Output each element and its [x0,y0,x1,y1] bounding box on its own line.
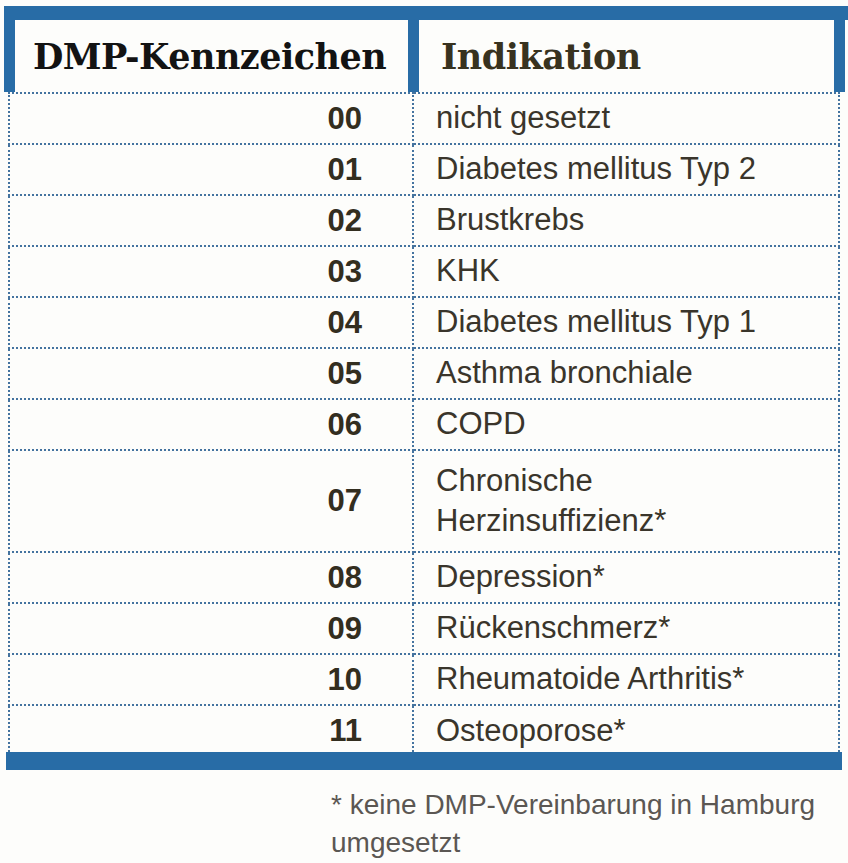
indication-cell: Rheumatoide Arthritis* [413,654,839,705]
header-left-rule [4,20,15,92]
table-row: 02 Brustkrebs [9,195,839,246]
dmp-code-cell: 07 [9,450,413,552]
table-row: 08 Depression* [9,552,839,603]
table-row: 05 Asthma bronchiale [9,348,839,399]
dmp-code-cell: 11 [9,705,413,756]
table-row: 00 nicht gesetzt [9,93,839,144]
table-row: 09 Rückenschmerz* [9,603,839,654]
dmp-code-cell: 05 [9,348,413,399]
table-row: 06 COPD [9,399,839,450]
dmp-code-table-page: DMP-Kennzeichen Indikation 00 nicht gese… [0,0,848,863]
dmp-code-cell: 10 [9,654,413,705]
column-header-dmp-kennzeichen: DMP-Kennzeichen [15,20,408,92]
dmp-code-cell: 08 [9,552,413,603]
table-row: 04 Diabetes mellitus Typ 1 [9,297,839,348]
indication-cell: Chronische Herzinsuffizienz* [413,450,839,552]
table-body: 00 nicht gesetzt 01 Diabetes mellitus Ty… [9,93,839,756]
dmp-code-cell: 02 [9,195,413,246]
dmp-code-cell: 09 [9,603,413,654]
indication-cell: nicht gesetzt [413,93,839,144]
indication-cell: Depression* [413,552,839,603]
table-row: 03 KHK [9,246,839,297]
column-header-indikation: Indikation [419,20,834,92]
indication-cell: KHK [413,246,839,297]
dmp-code-cell: 03 [9,246,413,297]
indication-cell: Rückenschmerz* [413,603,839,654]
dmp-code-cell: 06 [9,399,413,450]
dmp-code-cell: 01 [9,144,413,195]
indication-cell: Osteoporose* [413,705,839,756]
table-row: 10 Rheumatoide Arthritis* [9,654,839,705]
indication-cell: COPD [413,399,839,450]
indication-cell: Asthma bronchiale [413,348,839,399]
table-row: 07 Chronische Herzinsuffizienz* [9,450,839,552]
table-row: 11 Osteoporose* [9,705,839,756]
indication-cell: Diabetes mellitus Typ 2 [413,144,839,195]
header-column-divider-rule [408,20,419,92]
dmp-code-cell: 04 [9,297,413,348]
dmp-code-cell: 00 [9,93,413,144]
indication-cell: Diabetes mellitus Typ 1 [413,297,839,348]
asterisk-footnote: * keine DMP-Vereinbarung in Hamburg umge… [331,786,837,862]
table-header-row: DMP-Kennzeichen Indikation [4,20,845,92]
indication-cell: Brustkrebs [413,195,839,246]
top-rule [4,6,848,20]
header-right-rule [834,20,845,92]
bottom-rule [6,752,842,770]
table-row: 01 Diabetes mellitus Typ 2 [9,144,839,195]
dmp-indication-table: 00 nicht gesetzt 01 Diabetes mellitus Ty… [8,92,840,756]
